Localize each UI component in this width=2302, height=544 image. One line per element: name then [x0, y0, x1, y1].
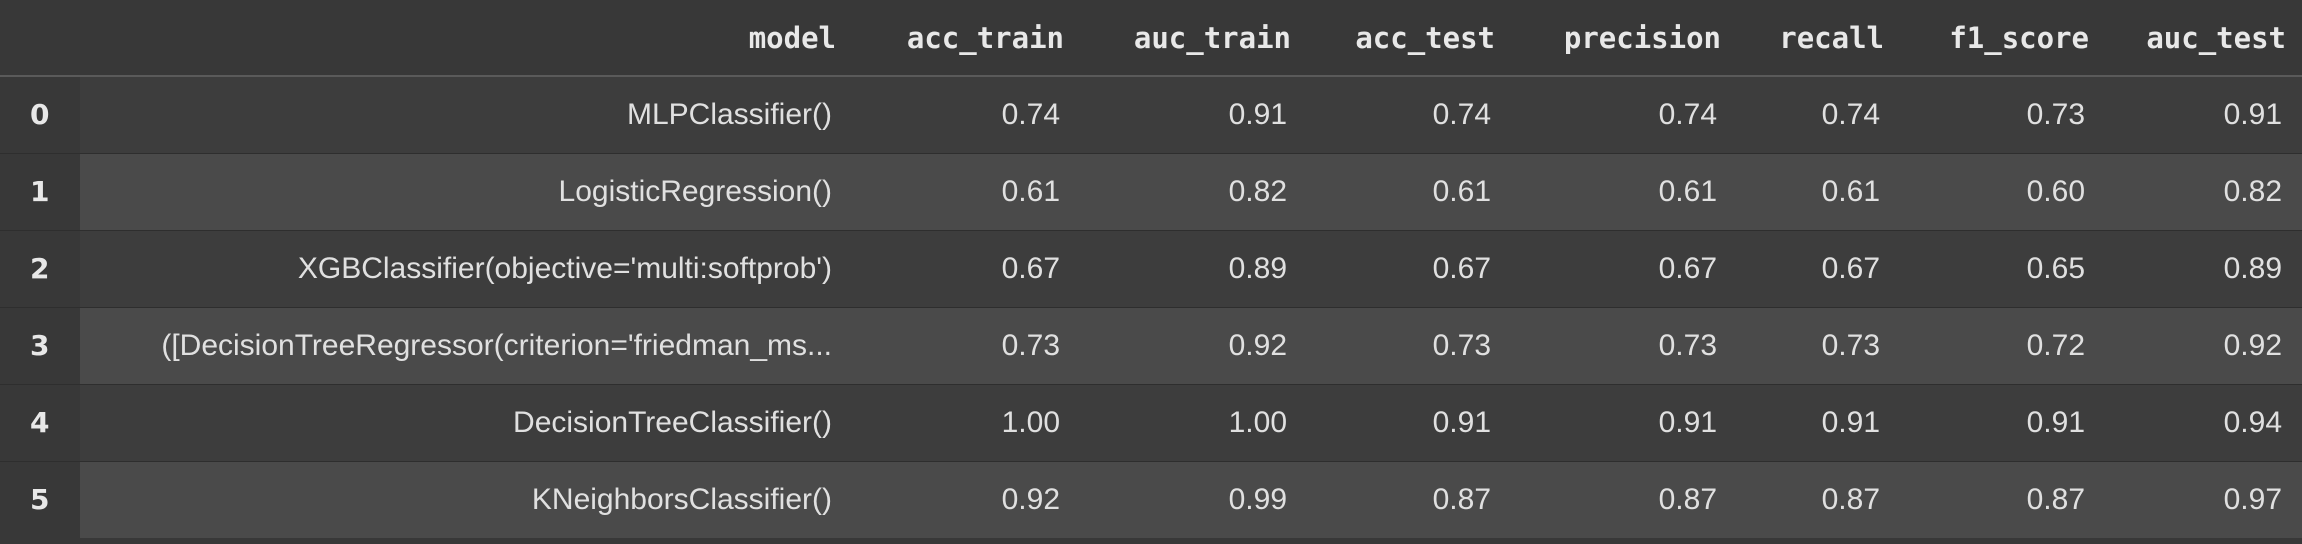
- auc-test-cell: 0.89: [2105, 229, 2302, 307]
- model-cell: DecisionTreeClassifier(): [80, 383, 852, 461]
- f1-score-cell: 0.91: [1900, 383, 2105, 461]
- column-header-auc-train: auc_train: [1080, 0, 1307, 77]
- acc-train-cell: 1.00: [852, 383, 1080, 461]
- f1-score-cell: 0.65: [1900, 229, 2105, 307]
- column-header-model: model: [80, 0, 852, 77]
- column-header-auc-test: auc_test: [2105, 0, 2302, 77]
- precision-cell: 0.73: [1511, 306, 1737, 384]
- f1-score-cell: 0.87: [1900, 460, 2105, 538]
- model-cell: MLPClassifier(): [80, 75, 852, 153]
- row-index: 0: [0, 75, 80, 153]
- row-index: 5: [0, 460, 80, 538]
- acc-test-cell: 0.87: [1307, 460, 1511, 538]
- model-cell: ([DecisionTreeRegressor(criterion='fried…: [80, 306, 852, 384]
- auc-train-cell: 0.82: [1080, 152, 1307, 230]
- table-row: 2 XGBClassifier(objective='multi:softpro…: [0, 229, 2302, 307]
- row-index: 3: [0, 306, 80, 384]
- auc-test-cell: 0.94: [2105, 383, 2302, 461]
- precision-cell: 0.74: [1511, 75, 1737, 153]
- column-header-index: [0, 0, 80, 77]
- acc-train-cell: 0.92: [852, 460, 1080, 538]
- acc-train-cell: 0.73: [852, 306, 1080, 384]
- auc-test-cell: 0.91: [2105, 75, 2302, 153]
- acc-test-cell: 0.67: [1307, 229, 1511, 307]
- table-row: 3 ([DecisionTreeRegressor(criterion='fri…: [0, 306, 2302, 384]
- acc-train-cell: 0.67: [852, 229, 1080, 307]
- header-row: model acc_train auc_train acc_test preci…: [0, 0, 2302, 77]
- auc-test-cell: 0.82: [2105, 152, 2302, 230]
- column-header-f1-score: f1_score: [1900, 0, 2105, 77]
- acc-test-cell: 0.74: [1307, 75, 1511, 153]
- table-row: 0 MLPClassifier() 0.74 0.91 0.74 0.74 0.…: [0, 75, 2302, 153]
- auc-train-cell: 0.92: [1080, 306, 1307, 384]
- column-header-acc-train: acc_train: [852, 0, 1080, 77]
- model-cell: LogisticRegression(): [80, 152, 852, 230]
- acc-train-cell: 0.74: [852, 75, 1080, 153]
- row-index: 2: [0, 229, 80, 307]
- recall-cell: 0.87: [1737, 460, 1900, 538]
- column-header-recall: recall: [1737, 0, 1900, 77]
- model-cell: KNeighborsClassifier(): [80, 460, 852, 538]
- recall-cell: 0.67: [1737, 229, 1900, 307]
- column-header-acc-test: acc_test: [1307, 0, 1511, 77]
- recall-cell: 0.74: [1737, 75, 1900, 153]
- auc-train-cell: 0.99: [1080, 460, 1307, 538]
- row-index: 1: [0, 152, 80, 230]
- table-row: 4 DecisionTreeClassifier() 1.00 1.00 0.9…: [0, 383, 2302, 461]
- f1-score-cell: 0.72: [1900, 306, 2105, 384]
- recall-cell: 0.73: [1737, 306, 1900, 384]
- table-row: 5 KNeighborsClassifier() 0.92 0.99 0.87 …: [0, 460, 2302, 538]
- precision-cell: 0.91: [1511, 383, 1737, 461]
- precision-cell: 0.61: [1511, 152, 1737, 230]
- acc-test-cell: 0.73: [1307, 306, 1511, 384]
- precision-cell: 0.87: [1511, 460, 1737, 538]
- row-index: 4: [0, 383, 80, 461]
- table-row: 1 LogisticRegression() 0.61 0.82 0.61 0.…: [0, 152, 2302, 230]
- recall-cell: 0.61: [1737, 152, 1900, 230]
- auc-test-cell: 0.92: [2105, 306, 2302, 384]
- f1-score-cell: 0.60: [1900, 152, 2105, 230]
- acc-train-cell: 0.61: [852, 152, 1080, 230]
- auc-train-cell: 0.91: [1080, 75, 1307, 153]
- model-cell: XGBClassifier(objective='multi:softprob'…: [80, 229, 852, 307]
- acc-test-cell: 0.91: [1307, 383, 1511, 461]
- column-header-precision: precision: [1511, 0, 1737, 77]
- auc-train-cell: 1.00: [1080, 383, 1307, 461]
- recall-cell: 0.91: [1737, 383, 1900, 461]
- auc-train-cell: 0.89: [1080, 229, 1307, 307]
- f1-score-cell: 0.73: [1900, 75, 2105, 153]
- precision-cell: 0.67: [1511, 229, 1737, 307]
- auc-test-cell: 0.97: [2105, 460, 2302, 538]
- acc-test-cell: 0.61: [1307, 152, 1511, 230]
